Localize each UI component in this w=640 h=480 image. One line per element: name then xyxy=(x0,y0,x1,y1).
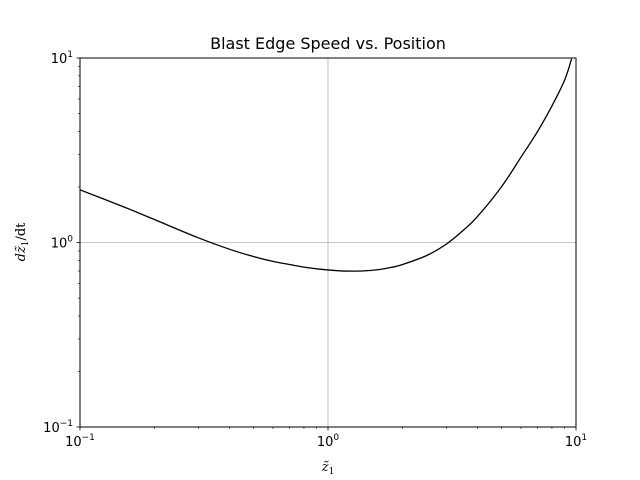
x-axis-label-variable: z̃ xyxy=(321,460,329,475)
y-axis-label-numerator: dz̃ xyxy=(14,246,29,262)
y-axis-label-denominator: /dt xyxy=(14,222,29,241)
y-tick-labels: 10−1 100 101 xyxy=(43,50,73,436)
y-axis-label-subscript: 1 xyxy=(21,241,31,247)
y-tick-label: 101 xyxy=(51,50,73,67)
x-tick-label: 101 xyxy=(565,433,587,450)
chart-title: Blast Edge Speed vs. Position xyxy=(210,34,446,53)
y-tick-label: 10−1 xyxy=(43,419,73,436)
x-axis-label-subscript: 1 xyxy=(329,467,335,477)
grid xyxy=(80,58,576,427)
major-ticks xyxy=(76,57,577,431)
y-tick-label: 100 xyxy=(51,235,74,252)
x-tick-labels: 10−1 100 101 xyxy=(65,433,587,450)
x-axis-label: z̃1 xyxy=(321,460,335,477)
x-tick-label: 10−1 xyxy=(65,433,95,450)
series-layer xyxy=(80,58,573,272)
plot-frame xyxy=(79,57,577,428)
y-axis-label: dz̃1/dt xyxy=(14,222,31,262)
x-tick-label: 100 xyxy=(317,433,340,450)
series-line xyxy=(80,58,573,272)
